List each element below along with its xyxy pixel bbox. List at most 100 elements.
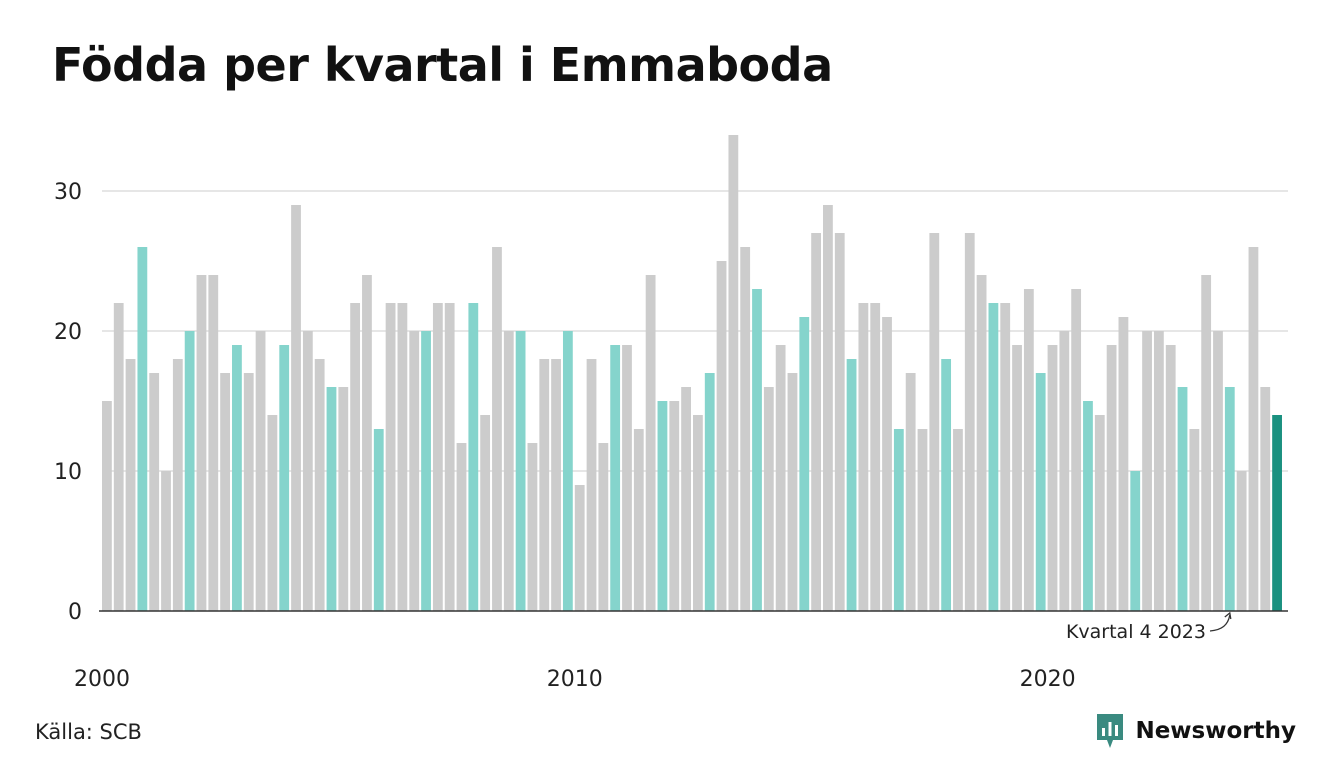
bar (196, 275, 207, 611)
bar (385, 303, 396, 611)
chart-title: Födda per kvartal i Emmaboda (52, 38, 833, 92)
bar (917, 429, 928, 611)
source-label: Källa: SCB (35, 720, 142, 744)
bar (480, 415, 491, 611)
bar (657, 401, 668, 611)
bar (102, 401, 112, 611)
bar (1142, 331, 1152, 611)
bar (539, 359, 550, 611)
bar (1248, 247, 1259, 611)
bar (279, 345, 290, 611)
bar (184, 331, 195, 611)
bar (1177, 387, 1188, 611)
bar (1059, 331, 1070, 611)
bar (527, 443, 538, 611)
bar (137, 247, 148, 611)
bar (905, 373, 916, 611)
bar (846, 359, 857, 611)
newsworthy-logo-icon (1097, 714, 1124, 748)
bar (716, 261, 727, 611)
bar (397, 303, 408, 611)
axes: 0 10 20 30 2000 2010 2020 (54, 180, 1288, 692)
y-tick-label: 10 (54, 460, 82, 485)
y-tick-label: 30 (54, 180, 82, 205)
bar (941, 359, 952, 611)
bar (409, 331, 420, 611)
bar (870, 303, 881, 611)
bar (775, 345, 786, 611)
bar (988, 303, 999, 611)
annotation-label: Kvartal 4 2023 (1066, 621, 1206, 643)
bar (1260, 387, 1271, 611)
bar (113, 303, 124, 611)
x-tick-label: 2000 (74, 667, 130, 692)
bar (704, 373, 715, 611)
bar (976, 275, 987, 611)
brand-logo-group: Newsworthy (1095, 712, 1296, 750)
bar (302, 331, 313, 611)
bar (125, 359, 136, 611)
bar (645, 275, 656, 611)
bar (1165, 345, 1176, 611)
bar (551, 359, 561, 611)
x-tick-label: 2020 (1020, 667, 1076, 692)
brand-name: Newsworthy (1135, 718, 1296, 744)
bar (161, 471, 171, 611)
bar (149, 373, 160, 611)
bar (598, 443, 609, 611)
bar (503, 331, 514, 611)
bar (1047, 345, 1058, 611)
bar (373, 429, 384, 611)
bar (456, 443, 467, 611)
bar (515, 331, 526, 611)
bar (1153, 331, 1164, 611)
bar (1035, 373, 1046, 611)
bar (1189, 429, 1200, 611)
bar (1083, 401, 1093, 611)
bar (763, 387, 774, 611)
bar (1130, 471, 1141, 611)
bar (799, 317, 810, 611)
bar (622, 345, 632, 611)
annotation-arrow (1209, 614, 1231, 632)
bar (1272, 415, 1282, 611)
bar (350, 303, 361, 611)
bar (243, 373, 254, 611)
bar (255, 331, 266, 611)
bar (492, 247, 502, 611)
bar (1106, 345, 1117, 611)
bar (893, 429, 904, 611)
bar (220, 373, 230, 611)
bar (693, 415, 703, 611)
bar (291, 205, 301, 611)
bar (1012, 345, 1022, 611)
bar (1023, 289, 1034, 611)
bar (208, 275, 219, 611)
bar (232, 345, 242, 611)
bar (929, 233, 940, 611)
bar (562, 331, 573, 611)
bar (444, 303, 455, 611)
bar (858, 303, 869, 611)
bar (574, 485, 585, 611)
bar (1000, 303, 1011, 611)
bars (102, 135, 1282, 611)
bar (834, 233, 845, 611)
bar (1201, 275, 1212, 611)
bar (752, 289, 762, 611)
bar (1118, 317, 1129, 611)
bar (432, 303, 443, 611)
bar (823, 205, 833, 611)
bar (953, 429, 963, 611)
x-tick-label: 2010 (547, 667, 603, 692)
bar (740, 247, 751, 611)
bar (468, 303, 479, 611)
bar (172, 359, 183, 611)
bar (362, 275, 372, 611)
annotation: Kvartal 4 2023 (1066, 611, 1232, 643)
bar (1213, 331, 1223, 611)
y-tick-label: 20 (54, 320, 82, 345)
bar (1094, 415, 1105, 611)
bar (633, 429, 644, 611)
